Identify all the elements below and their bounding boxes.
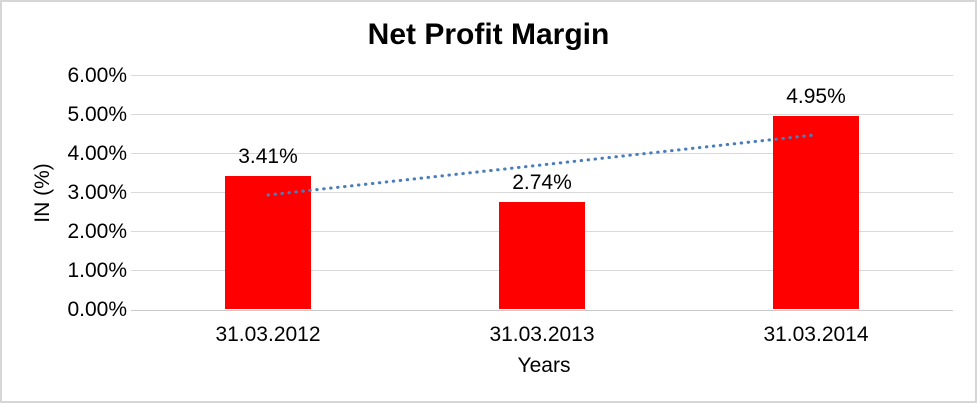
y-tick-label: 1.00% (67, 258, 127, 282)
x-axis-title: Years (517, 354, 571, 377)
y-tick-label: 4.00% (67, 141, 127, 165)
bar (225, 176, 311, 310)
bar-data-label: 3.41% (238, 145, 298, 169)
x-tick-label: 31.03.2012 (215, 323, 321, 346)
x-axis-line (131, 309, 953, 311)
gridline (131, 114, 953, 116)
y-tick-label: 0.00% (67, 298, 127, 321)
x-tick-label: 31.03.2014 (763, 323, 869, 346)
y-tick-label: 5.00% (67, 102, 127, 126)
bar (773, 116, 859, 310)
bar-data-label: 4.95% (786, 85, 846, 109)
x-tick-label: 31.03.2013 (489, 323, 595, 346)
y-tick-label: 2.00% (67, 219, 127, 243)
y-tick-label: 3.00% (67, 180, 127, 204)
chart-title: Net Profit Margin (367, 18, 610, 51)
bar-data-label: 2.74% (512, 171, 572, 195)
gridline (131, 75, 953, 76)
bar (499, 202, 585, 310)
y-tick-label: 6.00% (67, 63, 127, 87)
